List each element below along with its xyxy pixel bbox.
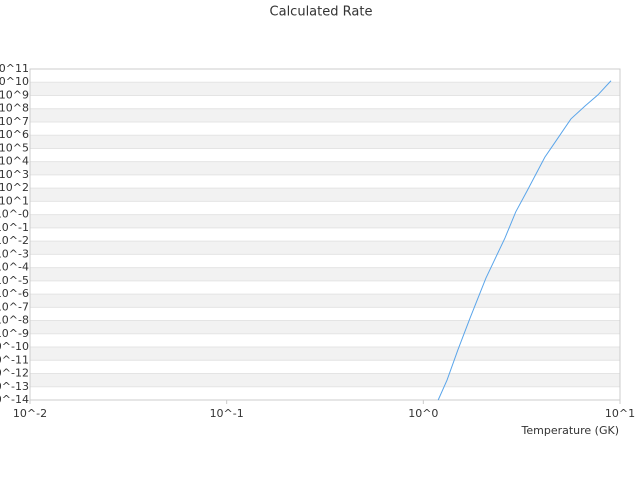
y-tick-label: 10^-14 xyxy=(0,393,29,406)
y-tick-label: 10^11 xyxy=(0,62,29,75)
grid-band xyxy=(30,214,620,228)
grid-band xyxy=(30,347,620,361)
y-tick-label: 10^-5 xyxy=(0,274,29,287)
x-axis-label: Temperature (GK) xyxy=(521,424,620,437)
y-tick-label: 10^-9 xyxy=(0,327,29,340)
x-tick-label: 10^-1 xyxy=(210,407,244,420)
bands xyxy=(30,82,620,387)
y-tick-label: 10^5 xyxy=(0,141,29,154)
grid-band xyxy=(30,241,620,255)
grid-band xyxy=(30,320,620,334)
y-tick-label: 10^-0 xyxy=(0,208,29,221)
y-tick-label: 10^3 xyxy=(0,168,29,181)
y-tick-label: 10^-13 xyxy=(0,380,29,393)
x-tick-label: 10^0 xyxy=(408,407,438,420)
y-tick-label: 10^-11 xyxy=(0,353,29,366)
y-tick-label: 10^-4 xyxy=(0,261,29,274)
y-tick-label: 10^-3 xyxy=(0,247,29,260)
y-tick-label: 10^-6 xyxy=(0,287,29,300)
y-tick-label: 10^8 xyxy=(0,102,29,115)
y-tick-label: 10^-2 xyxy=(0,234,29,247)
y-tick-label: 10^6 xyxy=(0,128,29,141)
y-tick-label: 10^1 xyxy=(0,194,29,207)
y-tick-label: 10^-10 xyxy=(0,340,29,353)
y-tick-label: 10^-12 xyxy=(0,367,29,380)
grid-band xyxy=(30,267,620,281)
grid-band xyxy=(30,294,620,308)
y-tick-label: 10^-7 xyxy=(0,300,29,313)
y-tick-label: 10^-1 xyxy=(0,221,29,234)
x-tick-label: 10^1 xyxy=(605,407,635,420)
y-tick-label: 10^7 xyxy=(0,115,29,128)
grid-band xyxy=(30,161,620,175)
grid-band xyxy=(30,135,620,149)
y-tick-label: 10^2 xyxy=(0,181,29,194)
grid-band xyxy=(30,82,620,96)
grid-band xyxy=(30,108,620,122)
y-tick-label: 10^9 xyxy=(0,88,29,101)
plot-border xyxy=(29,68,621,401)
chart-title: Calculated Rate xyxy=(270,5,373,20)
y-tick-label: 10^4 xyxy=(0,155,29,168)
grid-band xyxy=(30,188,620,202)
x-tick-label: 10^-2 xyxy=(13,407,47,420)
y-tick-label: 10^10 xyxy=(0,75,29,88)
data-line xyxy=(437,80,612,401)
grid-band xyxy=(30,373,620,387)
y-tick-label: 10^-8 xyxy=(0,314,29,327)
